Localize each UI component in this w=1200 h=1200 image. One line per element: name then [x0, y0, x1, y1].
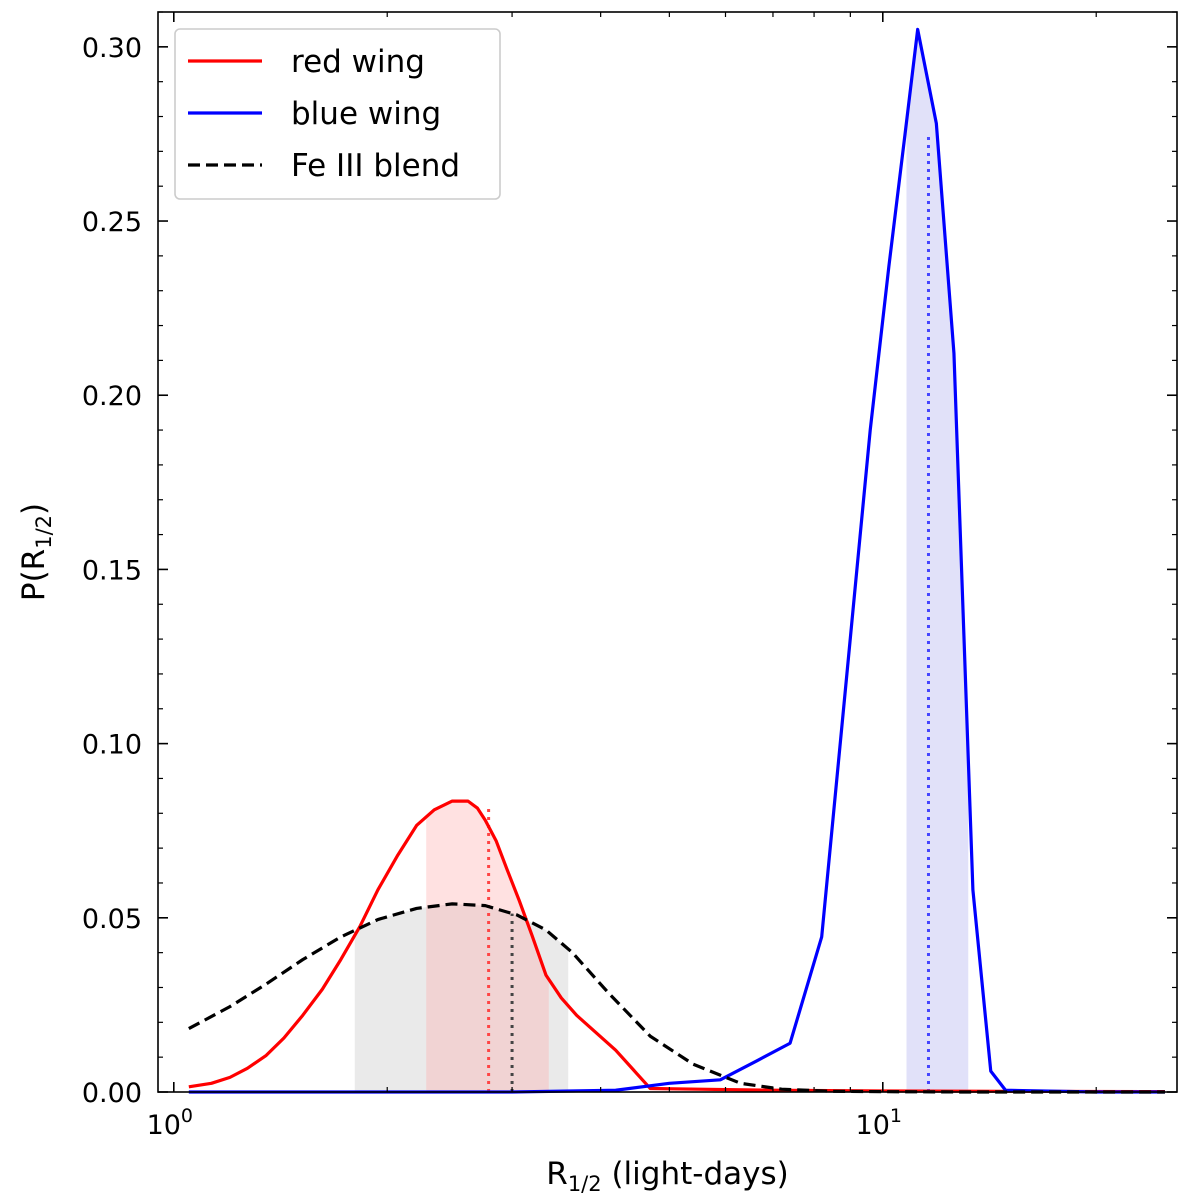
x-tick-base: 10	[856, 1110, 890, 1141]
x-axis-label-tail: (light-days)	[602, 1156, 789, 1192]
series-line-3	[188, 902, 1165, 1094]
y-tick-label: 0.30	[82, 33, 142, 64]
x-tick-label: 100	[147, 1105, 193, 1141]
y-tick-label: 0.05	[82, 904, 142, 935]
series-line-2	[188, 27, 1165, 1094]
y-tick-label: 0.25	[82, 207, 142, 238]
y-tick-label: 0.00	[82, 1078, 142, 1109]
y-tick-label: 0.10	[82, 730, 142, 761]
legend: red wing blue wing Fe III blend	[174, 28, 501, 200]
x-axis-label: R1/2 (light-days)	[546, 1156, 788, 1196]
shaded-region-3	[906, 32, 969, 1093]
y-axis-label-pre: P(R	[16, 549, 52, 601]
credible-interval-shading	[354, 32, 969, 1093]
shaded-region-1	[354, 904, 569, 1092]
series-line-1	[188, 799, 1165, 1094]
legend-box	[174, 28, 501, 200]
x-tick-label: 101	[856, 1105, 902, 1141]
y-tick-label: 0.20	[82, 381, 142, 412]
x-axis-label-sub: 1/2	[568, 1172, 602, 1196]
legend-label-3: Fe III blend	[291, 148, 460, 184]
median-lines	[487, 133, 930, 1092]
x-tick-exp: 0	[181, 1105, 193, 1127]
y-tick-label: 0.15	[82, 555, 142, 586]
y-axis-label-post: )	[16, 503, 52, 515]
x-axis-label-main: R	[546, 1156, 568, 1192]
x-tick-base: 10	[147, 1110, 181, 1141]
legend-label-2: blue wing	[291, 96, 441, 132]
y-axis-label-sub: 1/2	[32, 515, 56, 549]
y-axis-label: P(R1/2)	[16, 503, 56, 601]
legend-label-1: red wing	[291, 44, 425, 80]
x-tick-exp: 1	[890, 1105, 902, 1127]
plot-frame	[157, 11, 1178, 1093]
